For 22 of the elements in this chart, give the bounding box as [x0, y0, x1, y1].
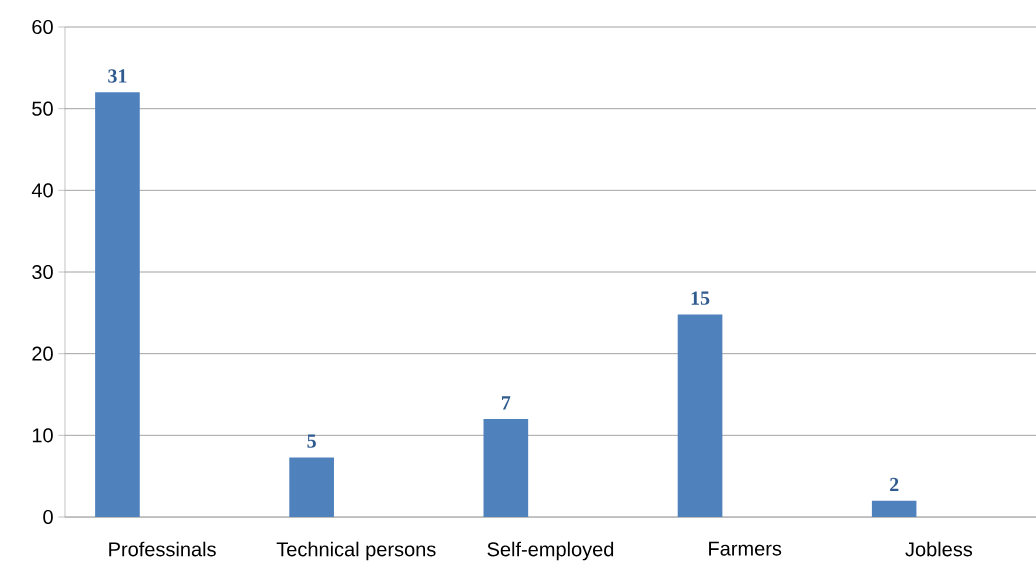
bar: [289, 457, 334, 517]
bar: [95, 92, 140, 517]
x-tick-label: Technical persons: [276, 541, 436, 561]
annotation: 15: [691, 291, 710, 305]
x-tick-label: Professinals: [109, 541, 216, 557]
y-tick-label: 10: [32, 428, 53, 443]
annotation: 2: [890, 477, 899, 492]
bar: [483, 419, 529, 517]
y-tick-label: 30: [32, 264, 53, 280]
y-tick-label: 60: [32, 19, 53, 35]
annotation: 31: [108, 69, 127, 83]
y-tick-label: 40: [31, 183, 53, 198]
x-tick-label: Farmers: [709, 541, 782, 556]
bar: [871, 500, 917, 517]
y-tick-label: 0: [43, 509, 53, 525]
y-tick-label: 50: [32, 101, 53, 116]
annotation: 5: [307, 434, 316, 448]
y-tick-label: 20: [32, 346, 53, 361]
bar: [677, 314, 723, 517]
annotation: 7: [501, 396, 511, 410]
x-tick-label: Jobless: [905, 541, 973, 557]
x-tick-label: Self-employed: [487, 541, 614, 561]
